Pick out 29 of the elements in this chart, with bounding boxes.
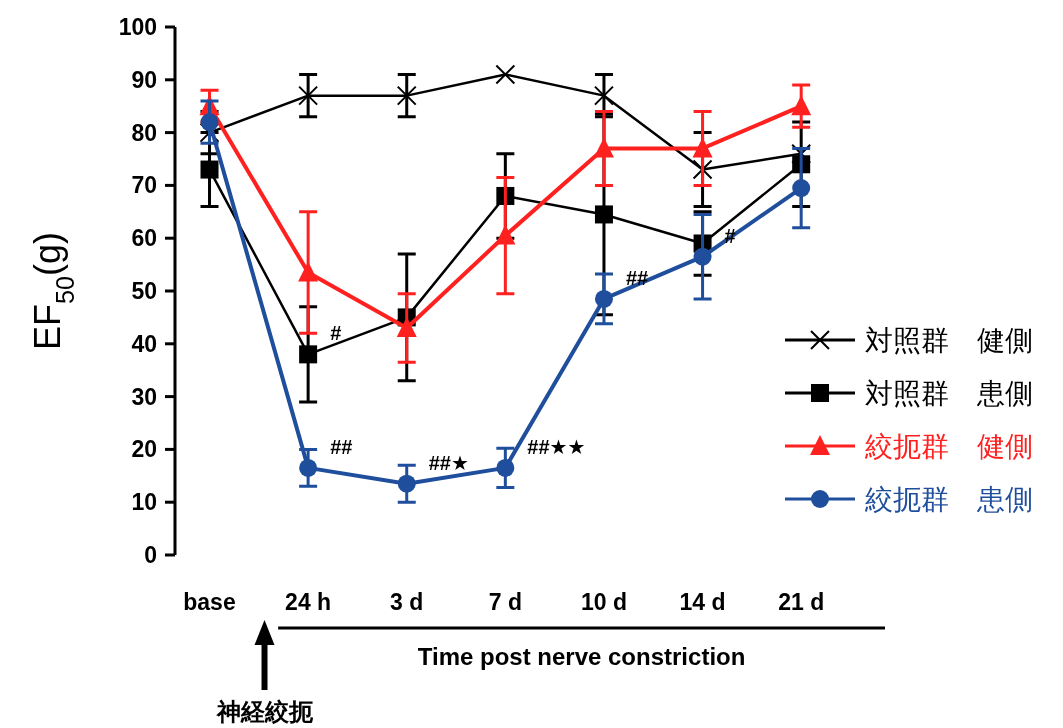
x-tick-label: 3 d xyxy=(390,589,424,615)
y-tick-label: 60 xyxy=(131,225,157,252)
x-tick-label: 7 d xyxy=(488,589,522,615)
y-tick-label: 100 xyxy=(118,14,157,40)
text: 神経絞扼 xyxy=(215,698,314,725)
annotation: ## xyxy=(330,435,353,458)
x-tick-label: 21 d xyxy=(778,589,825,615)
y-tick-label: 10 xyxy=(131,489,157,516)
annotation: ##★ xyxy=(428,451,469,474)
x-axis-title: Time post nerve constriction xyxy=(417,643,746,670)
y-tick-label: 70 xyxy=(131,172,157,199)
y-tick-label: 0 xyxy=(144,542,157,568)
y-tick-label: 20 xyxy=(131,436,157,463)
legend-label: 対照群 患側 xyxy=(865,378,1033,409)
annotation: # xyxy=(330,322,342,345)
legend-label: 対照群 健側 xyxy=(865,325,1033,356)
y-tick-label: 90 xyxy=(131,66,157,93)
y-tick-label: 50 xyxy=(131,278,157,304)
x-tick-label: base xyxy=(183,589,236,615)
y-tick-label: 40 xyxy=(131,330,157,357)
legend-label: 絞扼群 患側 xyxy=(864,484,1033,515)
y-tick-label: 30 xyxy=(131,383,157,410)
y-tick-label: 80 xyxy=(131,119,157,146)
x-tick-label: 24 h xyxy=(285,589,332,615)
x-tick-label: 10 d xyxy=(580,589,627,615)
x-tick-label: 14 d xyxy=(679,589,726,615)
legend-label: 絞扼群 健側 xyxy=(864,431,1033,462)
annotation: ## xyxy=(625,266,649,289)
annotation: ##★★ xyxy=(527,435,586,458)
